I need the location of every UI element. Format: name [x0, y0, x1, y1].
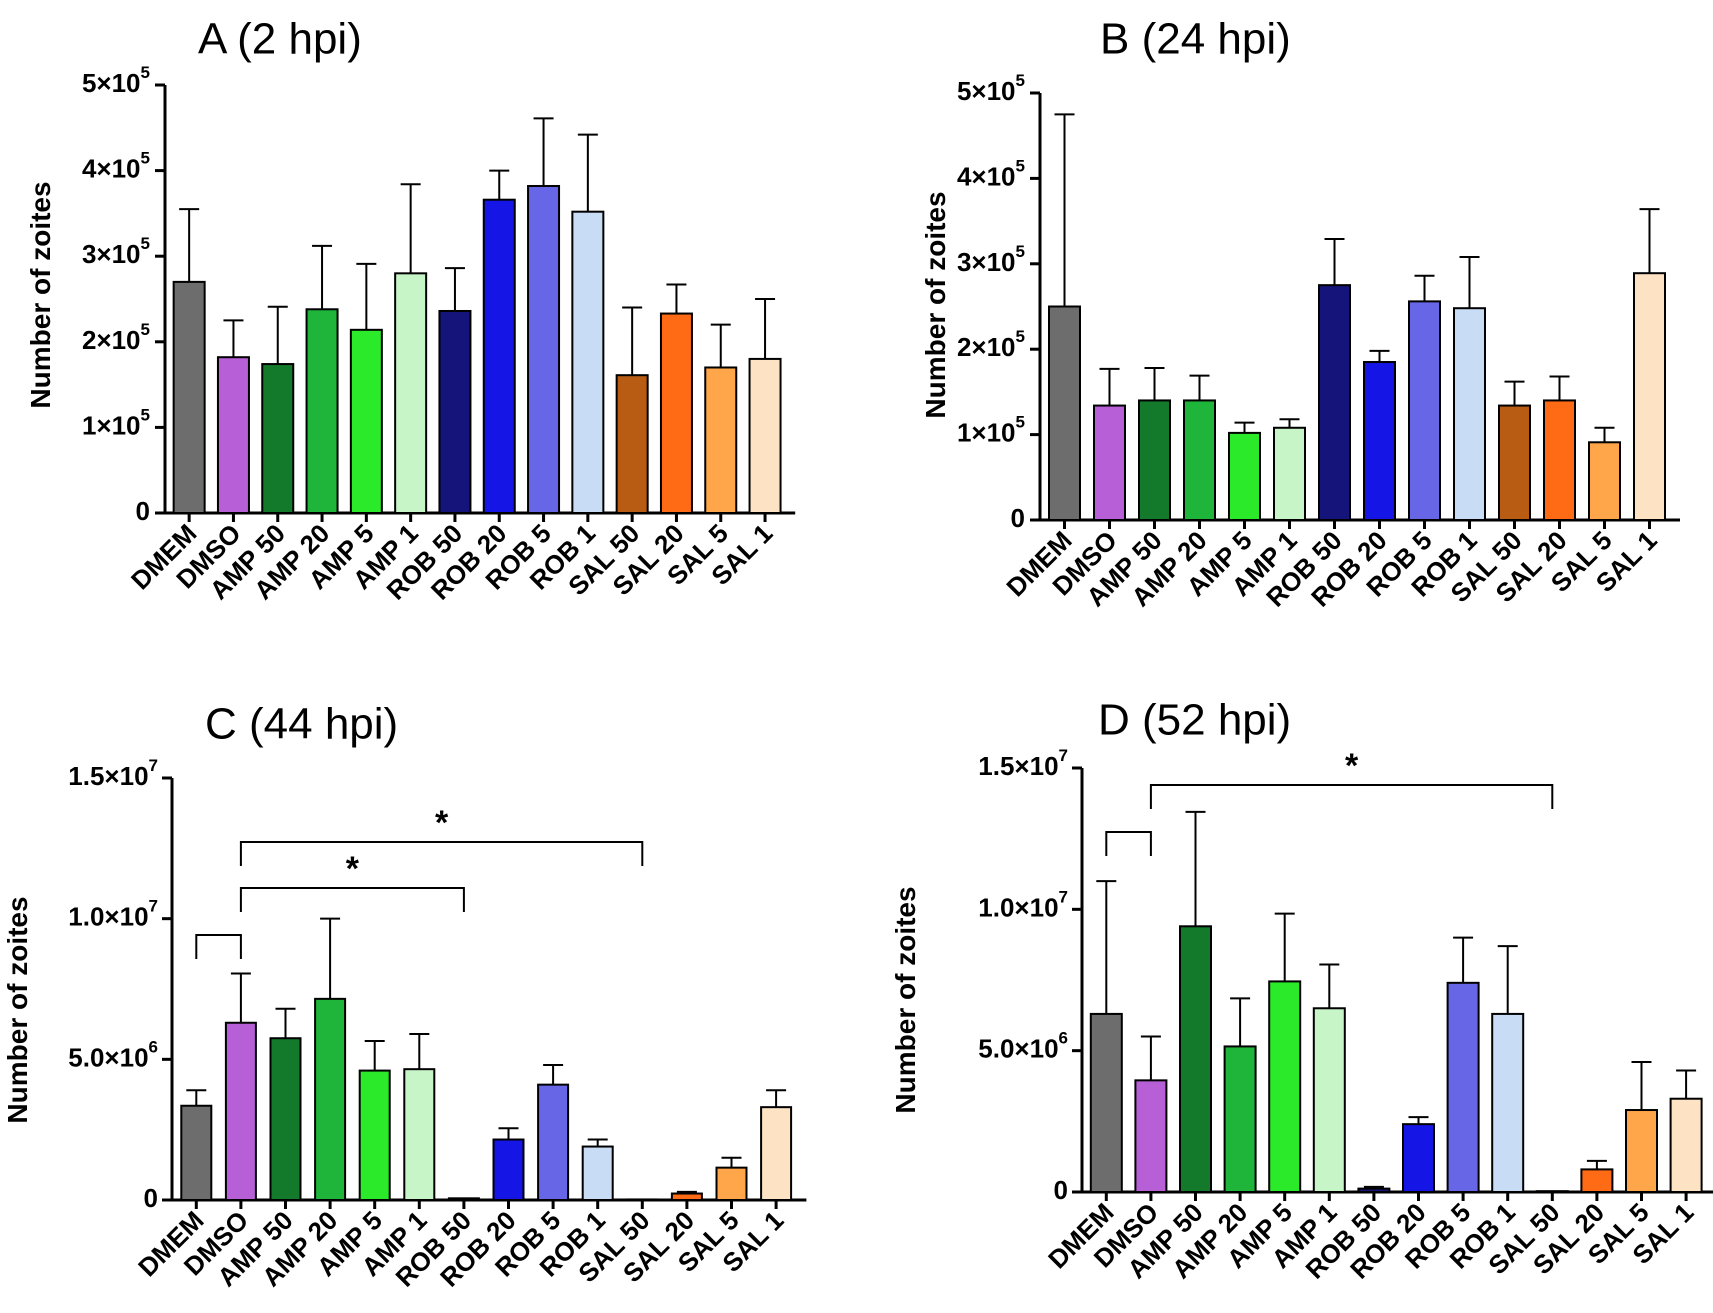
panel-b: B (24 hpi) Number of zoites 0 1×105 2×105 3×1… — [920, 15, 1680, 613]
bar — [349, 328, 383, 515]
bar — [1669, 1097, 1703, 1193]
bar — [715, 1166, 748, 1201]
significance-bracket — [195, 934, 242, 959]
bar — [1363, 361, 1396, 522]
bar — [358, 1069, 391, 1201]
y-tick-label: 0 — [1054, 1175, 1068, 1205]
bar — [216, 356, 250, 515]
bar — [1633, 272, 1666, 521]
bar — [760, 1106, 793, 1202]
y-tick-label: 5×105 — [957, 71, 1025, 105]
y-tick-label: 5×105 — [82, 63, 150, 97]
y-tick-label: 1×105 — [957, 413, 1025, 447]
bar — [482, 198, 516, 514]
bar — [704, 366, 738, 515]
y-axis-label: Number of zoites — [890, 886, 921, 1113]
bar — [403, 1068, 436, 1202]
significance-label: * — [346, 850, 360, 888]
y-tick-label: 4×105 — [957, 157, 1025, 191]
y-tick-label: 5.0×106 — [68, 1038, 158, 1072]
bar — [314, 997, 347, 1202]
bar — [447, 1197, 480, 1202]
bar — [1408, 300, 1441, 521]
bar — [1179, 925, 1212, 1193]
bar — [1535, 1190, 1569, 1193]
bar — [1134, 1079, 1168, 1194]
y-tick-label: 3×105 — [957, 242, 1025, 276]
bar — [1138, 399, 1171, 521]
bar — [527, 185, 561, 514]
bar — [1543, 399, 1576, 521]
bar — [1273, 426, 1306, 522]
panel-c: C (44 hpi) Number of zoites 0 5.0×106 1.0×10… — [2, 700, 807, 1293]
bar — [1093, 404, 1126, 521]
y-tick-label: 5.0×106 — [978, 1029, 1068, 1063]
y-tick-label: 0 — [136, 496, 150, 526]
bar — [1453, 307, 1486, 522]
significance-bracket — [1149, 784, 1554, 809]
bar — [626, 1198, 659, 1202]
bar — [1491, 1012, 1525, 1193]
bar — [1268, 980, 1302, 1193]
panel-title: A (2 hpi) — [198, 15, 362, 64]
bar — [1588, 441, 1621, 522]
bar — [261, 363, 295, 514]
bar — [1089, 1012, 1123, 1193]
panel-a: A (2 hpi) Number of zoites 0 1×105 2×105 3×10… — [25, 15, 796, 606]
bar — [269, 1037, 302, 1201]
bar — [1228, 431, 1261, 521]
bar — [1048, 305, 1081, 521]
bar — [305, 308, 339, 514]
bar — [581, 1145, 614, 1201]
bar — [438, 309, 472, 515]
bar — [670, 1192, 703, 1201]
y-tick-label: 3×105 — [82, 235, 150, 269]
panel-title: D (52 hpi) — [1098, 696, 1291, 745]
significance-bracket — [239, 841, 644, 866]
bar — [172, 280, 206, 514]
panel-d: D (52 hpi) Number of zoites 0 5.0×106 1.0×10… — [890, 696, 1713, 1285]
bar — [615, 374, 649, 514]
y-axis-label: Number of zoites — [2, 896, 33, 1123]
y-axis-label: Number of zoites — [25, 181, 56, 408]
bar — [537, 1083, 570, 1201]
bar — [394, 272, 428, 514]
bar — [1625, 1109, 1658, 1193]
bar — [1402, 1123, 1435, 1194]
bar — [492, 1138, 525, 1201]
bar — [1312, 1007, 1346, 1193]
y-tick-label: 4×105 — [82, 149, 150, 183]
significance-bracket — [239, 887, 465, 912]
bar — [1183, 399, 1216, 521]
y-tick-label: 0 — [1011, 503, 1025, 533]
y-axis-label: Number of zoites — [920, 191, 951, 418]
bar — [1498, 404, 1531, 521]
significance-bracket — [1105, 831, 1152, 856]
y-tick-label: 2×105 — [82, 320, 150, 354]
y-tick-label: 1×105 — [82, 406, 150, 440]
y-tick-label: 1.0×107 — [978, 888, 1068, 922]
bar — [1318, 284, 1351, 521]
y-tick-label: 0 — [144, 1183, 158, 1213]
bar — [659, 312, 693, 514]
bar — [748, 357, 782, 515]
bar — [180, 1104, 213, 1201]
bar — [1580, 1168, 1614, 1194]
significance-label: * — [435, 804, 449, 842]
panel-title: C (44 hpi) — [205, 700, 398, 749]
bar — [1223, 1045, 1257, 1193]
y-tick-label: 1.5×107 — [68, 756, 158, 790]
panel-title: B (24 hpi) — [1100, 15, 1291, 64]
bar — [224, 1021, 257, 1202]
significance-label: * — [1345, 747, 1359, 785]
bar — [571, 210, 605, 515]
bar — [1446, 981, 1480, 1193]
y-tick-label: 2×105 — [957, 328, 1025, 362]
bar — [1357, 1187, 1391, 1194]
y-tick-label: 1.5×107 — [978, 746, 1068, 780]
y-tick-label: 1.0×107 — [68, 897, 158, 931]
